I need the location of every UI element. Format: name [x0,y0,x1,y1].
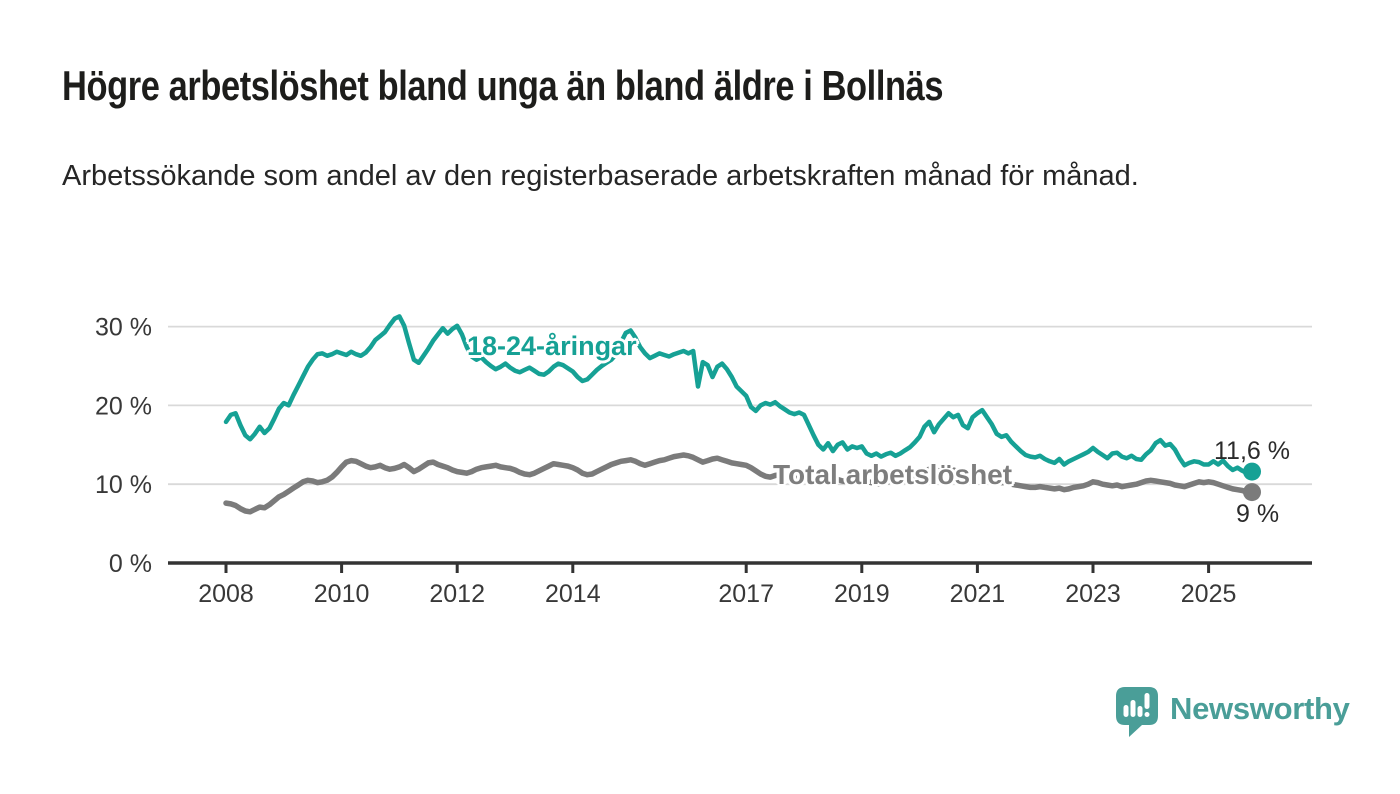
series-end-dot-1 [1243,483,1261,502]
x-axis-tick-label: 2010 [314,580,370,608]
y-axis-tick-label: 20 % [95,392,152,420]
y-axis-tick-label: 30 % [95,314,152,342]
series-label-total: Total arbetslöshet [773,459,1013,490]
x-axis-tick-label: 2008 [198,580,254,608]
exclamation-bar [1144,693,1150,709]
x-axis-tick-label: 2025 [1181,580,1237,608]
x-axis-tick-label: 2014 [545,580,601,608]
speech-bubble-shape [1116,687,1158,737]
exclamation-dot [1144,712,1150,717]
x-axis-tick-label: 2023 [1065,580,1121,608]
series-end-dot-0 [1243,462,1261,481]
y-axis-tick-label: 0 % [109,550,152,578]
series-label-young: 18-24-åringar [467,331,637,361]
chart-title: Högre arbetslöshet bland unga än bland ä… [62,62,944,109]
x-axis-tick-label: 2012 [429,580,485,608]
y-axis-tick-label: 10 % [95,471,152,499]
bar-3 [1137,706,1143,717]
bar-2 [1130,700,1136,717]
newsworthy-brand: Newsworthy [1114,685,1350,741]
end-value-label-total: 9 % [1236,500,1280,528]
end-value-label-young: 11,6 % [1214,437,1290,465]
bar-1 [1123,705,1129,717]
series-line-1 [223,452,1255,515]
newsworthy-logo-icon [1116,687,1158,737]
x-axis-tick-label: 2021 [950,580,1006,608]
brand-name: Newsworthy [1170,691,1350,726]
series-line-0 [223,314,1255,476]
x-axis-tick-label: 2017 [718,580,774,608]
x-axis-tick-label: 2019 [834,580,890,608]
chart-subtitle: Arbetssökande som andel av den registerb… [62,160,1139,192]
